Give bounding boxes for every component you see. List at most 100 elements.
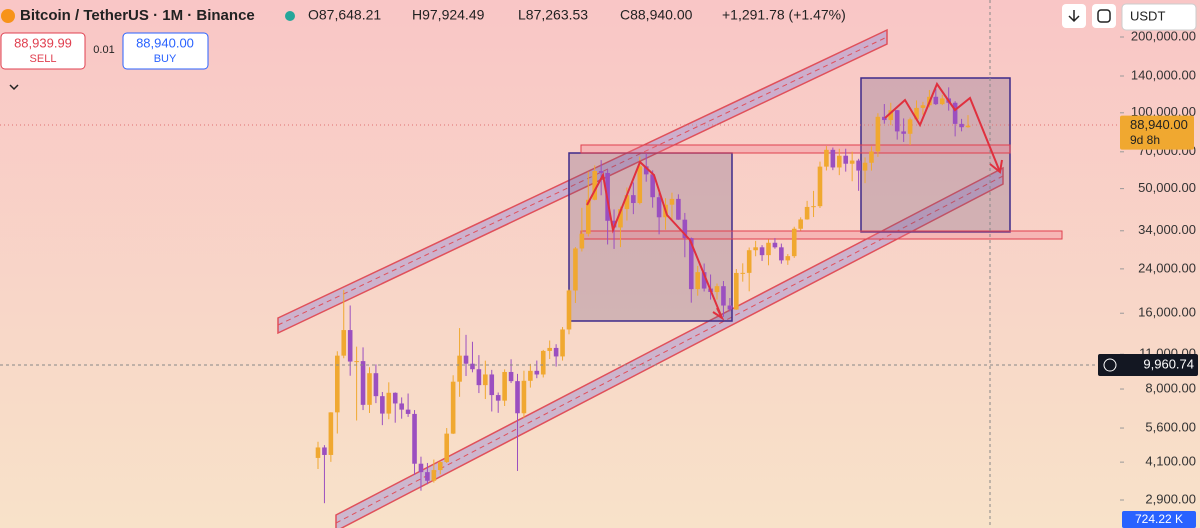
candle-body: [386, 392, 392, 414]
candle-body: [534, 370, 540, 375]
candle-body: [907, 119, 913, 134]
candle-body: [811, 206, 816, 208]
candle-body: [804, 206, 810, 220]
candle-body: [894, 110, 900, 132]
candle-body: [335, 355, 340, 413]
candle-body: [528, 370, 533, 381]
sell-label: SELL: [30, 53, 57, 65]
candle-body: [573, 248, 578, 291]
candle-body: [328, 412, 334, 455]
candle-body: [637, 166, 643, 204]
symbol: Bitcoin / TetherUS · 1M · Binance: [20, 7, 255, 24]
buy-price: 88,940.00: [136, 35, 194, 50]
candle-body: [373, 373, 379, 397]
candle-body: [875, 116, 881, 152]
buy-label: BUY: [154, 53, 177, 65]
candle-body: [914, 107, 919, 120]
collapse-icon[interactable]: [9, 84, 19, 91]
channel-mid: [277, 36, 888, 326]
candle-body: [547, 347, 552, 351]
candle-body: [380, 396, 385, 414]
refresh-button[interactable]: [1092, 4, 1116, 28]
candle-body: [341, 330, 347, 356]
candle-body: [611, 220, 617, 228]
candle-body: [714, 286, 720, 293]
candle-body: [425, 472, 430, 481]
candle-body: [933, 96, 939, 105]
candle-body: [354, 361, 359, 363]
candle-body: [727, 305, 733, 310]
candles: [315, 87, 971, 504]
candle-body: [836, 155, 842, 168]
y-tick-label: 5,600.00: [1145, 419, 1196, 434]
btc-icon: [1, 9, 15, 23]
ohlc-low: L87,263.53: [518, 7, 588, 23]
candle-body: [418, 463, 424, 473]
y-tick-label: 34,000.00: [1138, 222, 1196, 237]
countdown: 9d 8h: [1130, 133, 1160, 147]
y-tick-label: 4,100.00: [1145, 454, 1196, 469]
candle-body: [772, 242, 778, 248]
sell-button[interactable]: [0, 32, 86, 70]
y-tick-label: 24,000.00: [1138, 260, 1196, 275]
candle-body: [843, 155, 849, 164]
candle-body: [882, 116, 887, 121]
candle-body: [650, 174, 655, 198]
candle-body: [508, 371, 514, 382]
candle-body: [431, 470, 437, 481]
candle-body: [779, 247, 784, 261]
candle-body: [392, 392, 398, 404]
y-tick-label: 50,000.00: [1138, 180, 1196, 195]
last-price-label: 88,940.00: [1130, 117, 1188, 132]
candle-body: [476, 369, 482, 386]
candle-body: [495, 395, 501, 401]
candle-body: [515, 381, 520, 414]
candle-body: [701, 272, 707, 289]
channel-lower: [335, 166, 1004, 528]
candle-body: [791, 228, 797, 257]
candle-body: [618, 209, 623, 228]
y-tick-label: 200,000.00: [1131, 28, 1196, 43]
candle-body: [753, 247, 758, 251]
candle-body: [888, 110, 894, 121]
candle-body: [624, 195, 630, 210]
candle-body: [952, 102, 958, 124]
candle-body: [598, 170, 604, 173]
candle-body: [470, 363, 475, 370]
buy-button[interactable]: [122, 32, 209, 70]
candle-body: [862, 162, 868, 171]
currency: USDT: [1130, 8, 1165, 23]
y-tick-label: 16,000.00: [1138, 305, 1196, 320]
candle-body: [315, 447, 321, 458]
candle-body: [483, 374, 488, 386]
candle-body: [798, 219, 803, 229]
currency-select[interactable]: [1121, 3, 1197, 31]
candle-body: [965, 125, 971, 128]
price-axis: 200,000.00140,000.00100,000.0070,000.005…: [1120, 28, 1196, 506]
status-dot: [285, 11, 295, 21]
candle-body: [540, 350, 546, 375]
candle-body: [592, 170, 598, 200]
crosshair-label: 9,960.74: [1143, 356, 1194, 371]
volume-box: [1122, 511, 1196, 528]
y-tick-label: 2,900.00: [1145, 491, 1196, 506]
candle-body: [360, 361, 366, 405]
candle-body: [553, 347, 559, 357]
candle-body: [521, 380, 527, 414]
candle-body: [560, 329, 565, 357]
ohlc-open: O87,648.21: [308, 7, 381, 23]
candle-body: [688, 238, 694, 290]
spread: 0.01: [93, 44, 114, 56]
candle-body: [502, 371, 507, 401]
candle-body: [766, 242, 771, 256]
candle-body: [817, 166, 823, 207]
candle-body: [399, 403, 404, 410]
candle-body: [856, 160, 861, 171]
candle-body: [746, 250, 752, 273]
candle-body: [643, 166, 649, 175]
arrowhead: [989, 159, 1003, 174]
ohlc-change: +1,291.78 (+1.47%): [722, 7, 846, 23]
candle-body: [740, 272, 746, 274]
